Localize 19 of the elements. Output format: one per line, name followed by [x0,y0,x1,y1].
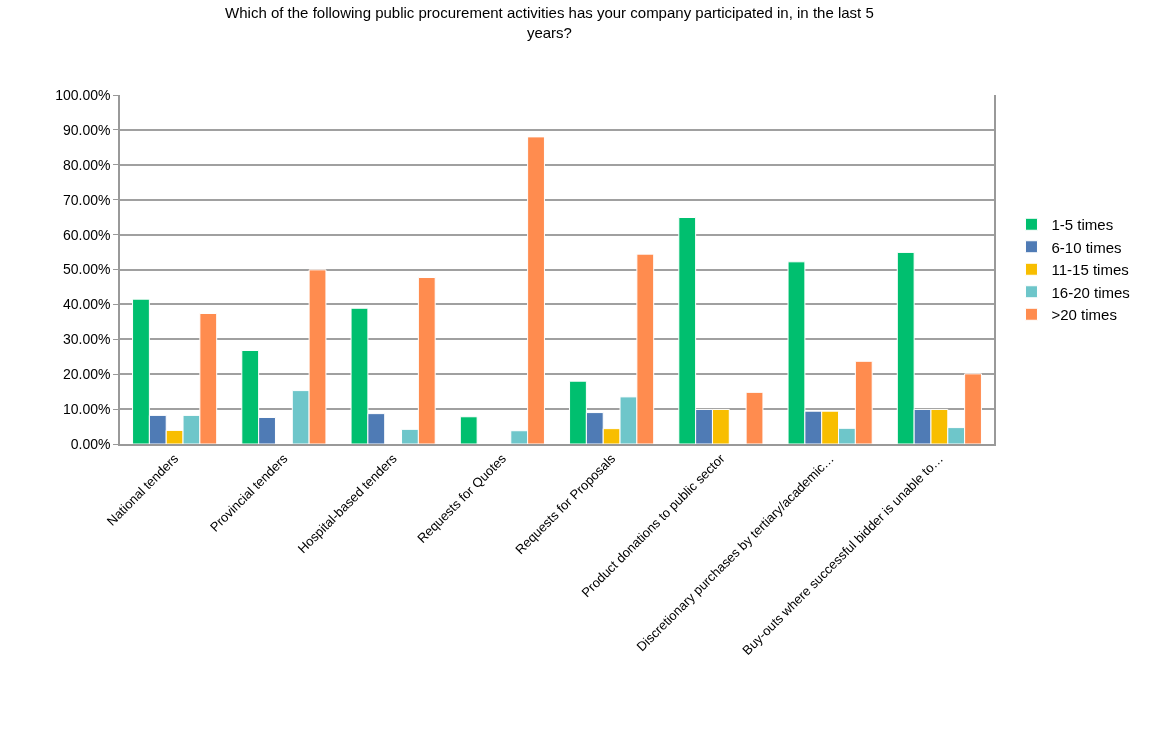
legend-label: 6-10 times [1051,238,1122,256]
y-tick-label: 70.00% [62,191,111,208]
chart-title: Which of the following public procurement activities has your company participated in, in the last 5 years? [225,4,874,41]
bar [459,416,478,444]
y-tick-label: 30.00% [62,331,111,348]
y-tick-label: 80.00% [62,156,111,173]
y-tick-label: 40.00% [62,296,111,313]
y-tick-label: 20.00% [62,366,111,383]
y-tick-label: 0.00% [70,435,111,452]
legend-label: 1-5 times [1051,216,1114,234]
legend-label: >20 times [1051,306,1117,324]
bar [745,391,764,444]
y-tick-label: 100.00% [55,86,111,103]
y-tick-label: 60.00% [62,226,111,243]
legend-label: 16-20 times [1051,283,1130,301]
y-tick-label: 50.00% [62,261,111,278]
y-tick-label: 10.00% [62,401,111,417]
y-tick-label: 90.00% [62,121,111,138]
legend-label: 11-15 times [1051,261,1129,279]
